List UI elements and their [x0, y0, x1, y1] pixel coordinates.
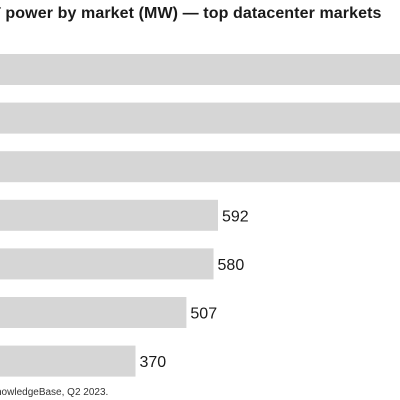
chart-title: T power by market (MW) — top datacenter …: [0, 5, 382, 22]
bar-4: [0, 199, 218, 231]
bar-6: [0, 297, 187, 328]
value-label-7: 370: [140, 354, 167, 371]
value-label-6: 507: [190, 306, 217, 323]
bar-1: [0, 54, 400, 85]
value-label-4: 592: [222, 208, 249, 225]
bar-5: [0, 248, 214, 280]
bar-2: [0, 102, 400, 134]
bar-7: [0, 345, 136, 377]
value-label-5: 580: [218, 257, 245, 274]
source-note: nowledgeBase, Q2 2023.: [0, 387, 109, 398]
bar-3: [0, 151, 400, 183]
